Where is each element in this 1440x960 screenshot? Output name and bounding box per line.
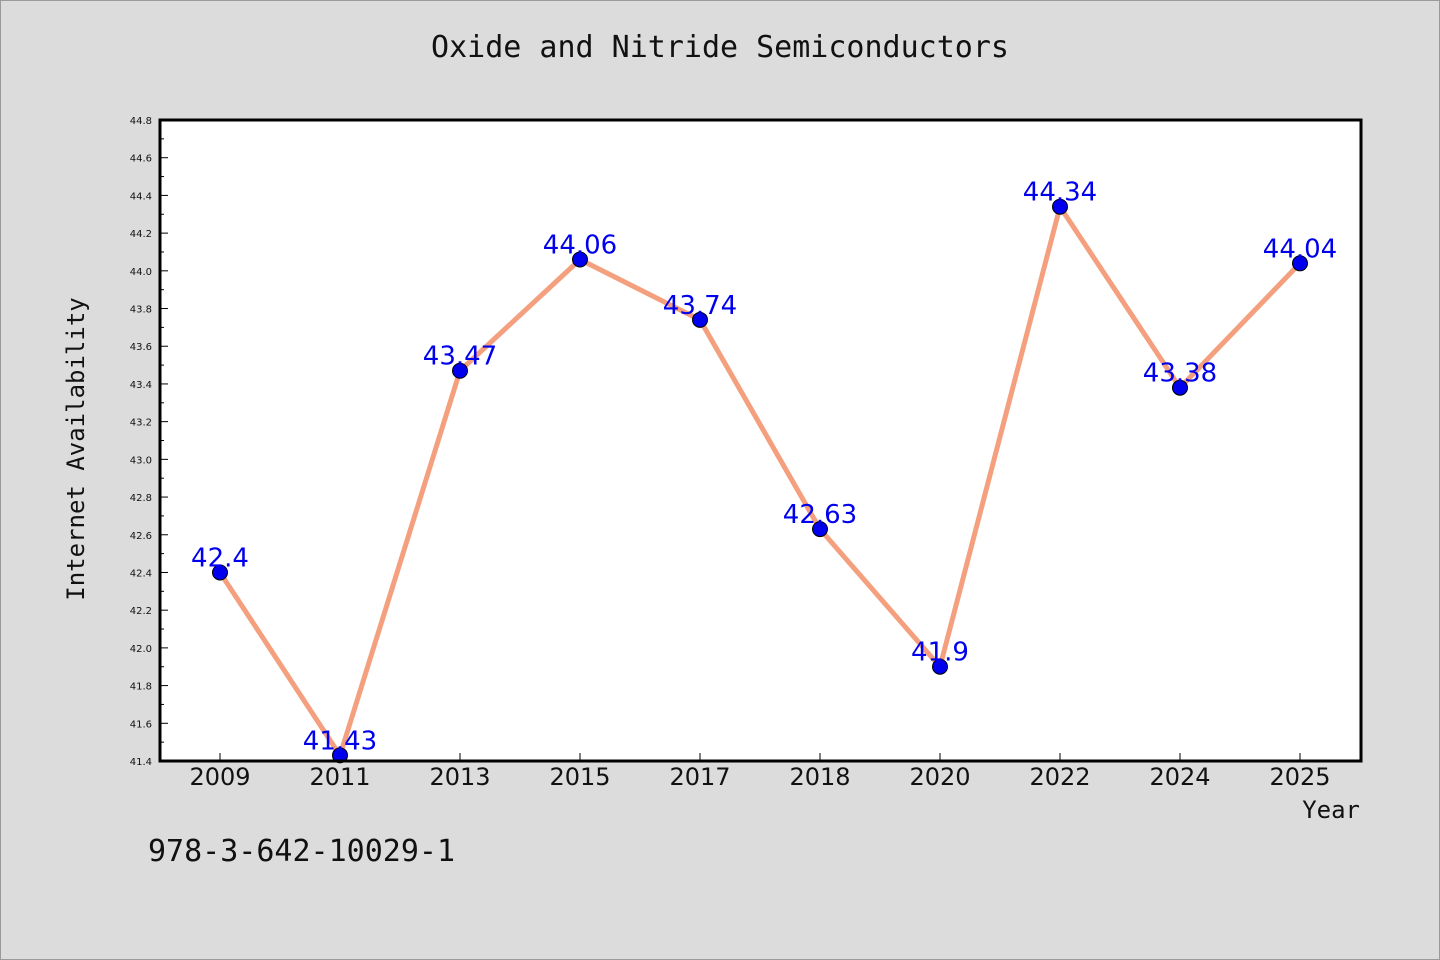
x-tick-label: 2020 [909,763,970,791]
data-label: 44.34 [1023,178,1097,208]
data-point [572,251,588,268]
chart-title: Oxide and Nitride Semiconductors [431,30,1009,65]
y-axis-label: Internet Availability [62,297,90,601]
y-tick-label: 42.8 [130,493,152,504]
y-tick-label: 44.6 [130,154,152,165]
y-tick-label: 44.0 [130,267,152,278]
x-tick-label: 2024 [1149,763,1210,791]
data-point [932,658,948,675]
y-tick-label: 43.6 [130,342,152,353]
plot-frame [158,118,1363,763]
y-tick-label: 43.4 [130,380,152,391]
data-point [332,747,348,764]
plot-area [160,120,1361,761]
x-axis-label: Year [1302,796,1360,824]
data-label: 42.4 [191,543,249,573]
data-label: 44.06 [543,231,617,261]
y-tick-label: 43.8 [130,305,152,316]
y-tick-label: 44.2 [130,229,152,240]
y-tick-label: 44.4 [130,191,152,202]
x-tick-label: 2009 [189,763,250,791]
y-tick-label: 41.4 [130,757,152,768]
data-label: 43.47 [423,342,497,372]
data-label: 41.9 [911,638,969,668]
data-label: 44.04 [1263,234,1337,264]
y-tick-label: 41.8 [130,682,152,693]
data-point [1172,379,1188,396]
x-tick-label: 2015 [549,763,610,791]
y-tick-label: 42.0 [130,644,152,655]
x-tick-label: 2011 [309,763,370,791]
y-tick-label: 43.2 [130,418,152,429]
y-tick-label: 42.2 [130,606,152,617]
data-series [212,198,1308,764]
isbn-footnote: 978-3-642-10029-1 [148,834,456,869]
data-point [1052,198,1068,215]
data-label: 41.43 [303,726,377,756]
data-point [212,564,228,581]
y-tick-label: 41.6 [130,719,152,730]
axis-ticks: 41.4 41.6 41.8 42.0 42.2 42.4 42.6 42.8 43.0 43.2… [130,116,1331,791]
x-tick-label: 2017 [669,763,730,791]
x-tick-label: 2025 [1269,763,1330,791]
y-tick-label: 44.8 [130,116,152,127]
y-tick-label: 42.6 [130,531,152,542]
x-tick-label: 2018 [789,763,850,791]
y-tick-label: 42.4 [130,568,152,579]
series-line [217,204,1303,758]
x-tick-label: 2022 [1029,763,1090,791]
y-tick-label: 43.0 [130,455,152,466]
data-point [452,362,468,379]
data-label: 42.63 [783,500,857,530]
data-labels: 42.4 41.43 43.47 44.06 43.74 42.63 41.9 44.34 43… [191,178,1337,757]
data-point [692,311,708,328]
data-label: 43.38 [1143,359,1217,389]
data-point [1292,255,1308,272]
x-tick-label: 2013 [429,763,490,791]
data-label: 43.74 [663,291,737,321]
data-point [812,521,828,538]
